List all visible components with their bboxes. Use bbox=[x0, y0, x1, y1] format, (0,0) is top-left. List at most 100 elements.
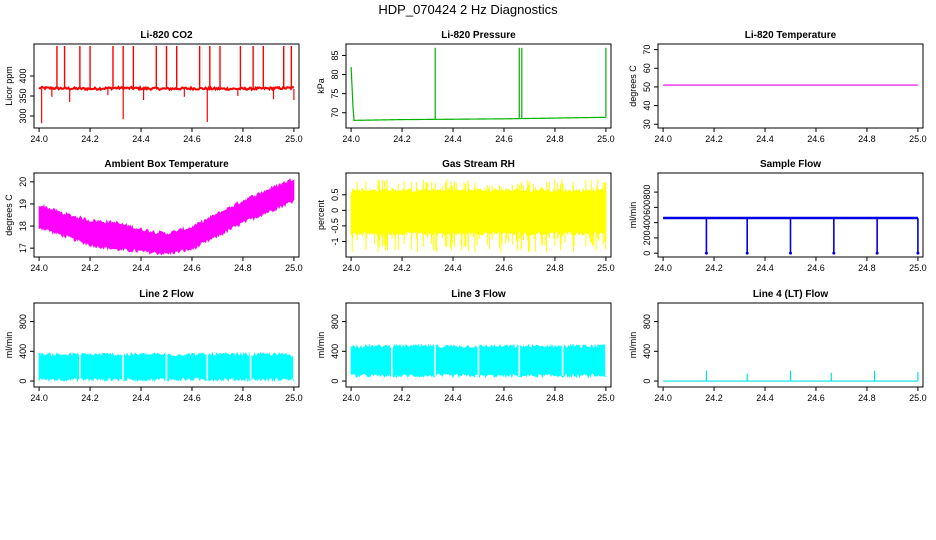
plot-frame bbox=[345, 43, 612, 129]
plot-frame bbox=[33, 302, 300, 388]
x-tick-label: 24.6 bbox=[495, 393, 513, 403]
x-tick-label: 24.4 bbox=[444, 393, 462, 403]
x-tick-label: 24.0 bbox=[342, 263, 360, 273]
panel-title: Line 2 Flow bbox=[139, 289, 194, 300]
x-tick-label: 24.4 bbox=[132, 393, 150, 403]
x-tick-label: 24.0 bbox=[30, 393, 48, 403]
y-tick-label: 20 bbox=[18, 177, 28, 187]
y-tick-label: 75 bbox=[330, 89, 340, 99]
x-tick-label: 25.0 bbox=[597, 134, 615, 144]
x-tick-label: 24.6 bbox=[807, 134, 825, 144]
plot-frame bbox=[657, 302, 924, 388]
y-axis-label: ml/min bbox=[628, 202, 638, 229]
x-tick-label: 24.4 bbox=[444, 134, 462, 144]
x-tick-label: 25.0 bbox=[285, 263, 303, 273]
y-tick-label: 0 bbox=[330, 208, 340, 213]
x-tick-label: 24.8 bbox=[546, 134, 564, 144]
panel-title: Li-820 Temperature bbox=[745, 30, 837, 41]
y-tick-label: 85 bbox=[330, 50, 340, 60]
x-tick-label: 24.8 bbox=[234, 393, 252, 403]
x-tick-label: 24.6 bbox=[495, 263, 513, 273]
panel-title: Line 4 (LT) Flow bbox=[753, 289, 829, 300]
x-tick-label: 25.0 bbox=[285, 393, 303, 403]
x-tick-label: 24.0 bbox=[30, 263, 48, 273]
x-tick-label: 24.8 bbox=[858, 134, 876, 144]
series-point bbox=[916, 251, 920, 255]
series-band bbox=[350, 187, 607, 237]
series-point bbox=[789, 251, 792, 255]
y-axis-label: ml/min bbox=[316, 332, 326, 359]
y-tick-label: 400 bbox=[642, 215, 652, 230]
y-tick-label: 80 bbox=[330, 70, 340, 80]
panel-9: Line 4 (LT) Flow ml/min 24.0 24.2 24.4 24.6 24… bbox=[628, 289, 927, 403]
x-tick-label: 24.4 bbox=[756, 263, 774, 273]
y-tick-label: 0.5 bbox=[330, 189, 340, 202]
x-tick-label: 24.6 bbox=[807, 263, 825, 273]
y-tick-label: 600 bbox=[642, 200, 652, 215]
panel-title: Li-820 CO2 bbox=[140, 30, 193, 41]
y-axis-label: ml/min bbox=[4, 332, 14, 359]
x-tick-label: 25.0 bbox=[909, 134, 927, 144]
panel-6: Sample Flow ml/min 24.0 24.2 24.4 24.6 24.8 25.… bbox=[628, 159, 927, 273]
y-tick-label: 19 bbox=[18, 199, 28, 209]
y-tick-label: 800 bbox=[642, 314, 652, 329]
x-tick-label: 24.0 bbox=[654, 393, 672, 403]
x-tick-label: 25.0 bbox=[909, 263, 927, 273]
x-tick-label: 24.4 bbox=[132, 134, 150, 144]
series-point bbox=[704, 251, 708, 255]
y-tick-label: 0 bbox=[18, 379, 28, 384]
y-tick-label: 200 bbox=[642, 230, 652, 245]
plot-frame bbox=[657, 43, 924, 129]
y-tick-label: 800 bbox=[18, 314, 28, 329]
panel-title: Ambient Box Temperature bbox=[104, 159, 229, 170]
panel-4: Ambient Box Temperature degrees C 24.0 24.2… bbox=[4, 159, 303, 273]
plot-frame bbox=[345, 172, 612, 258]
x-tick-label: 24.4 bbox=[444, 263, 462, 273]
series-point bbox=[745, 251, 749, 255]
x-tick-label: 24.0 bbox=[342, 393, 360, 403]
plot-frame bbox=[657, 172, 924, 258]
y-tick-label: 60 bbox=[642, 63, 652, 73]
y-tick-label: 50 bbox=[642, 82, 652, 92]
y-tick-label: 40 bbox=[642, 101, 652, 111]
y-axis-label: kPa bbox=[316, 78, 326, 94]
x-tick-label: 25.0 bbox=[597, 263, 615, 273]
x-tick-label: 24.8 bbox=[546, 393, 564, 403]
x-tick-label: 24.6 bbox=[495, 134, 513, 144]
x-tick-label: 24.2 bbox=[705, 263, 723, 273]
x-tick-label: 24.6 bbox=[183, 134, 201, 144]
panel-title: Sample Flow bbox=[760, 159, 821, 170]
series-point bbox=[832, 251, 836, 255]
y-axis-label: Licor ppm bbox=[4, 66, 14, 106]
y-tick-label: 800 bbox=[330, 314, 340, 329]
x-tick-label: 24.2 bbox=[705, 393, 723, 403]
y-tick-label: 0 bbox=[642, 251, 652, 256]
panel-1: Li-820 CO2 Licor ppm 24.0 24.2 24.4 24.6 24.8 2… bbox=[4, 30, 303, 144]
x-tick-label: 24.8 bbox=[546, 263, 564, 273]
plot-frame bbox=[33, 43, 300, 129]
y-tick-label: 0 bbox=[642, 379, 652, 384]
x-tick-label: 24.0 bbox=[30, 134, 48, 144]
panel-title: Gas Stream RH bbox=[442, 159, 515, 170]
x-tick-label: 24.2 bbox=[81, 393, 99, 403]
panel-5: Gas Stream RH percent 24.0 24.2 24.4 24.6 24.8… bbox=[316, 159, 615, 273]
y-tick-label: 300 bbox=[18, 108, 28, 123]
x-tick-label: 24.4 bbox=[756, 134, 774, 144]
y-tick-label: 70 bbox=[330, 108, 340, 118]
x-tick-label: 25.0 bbox=[909, 393, 927, 403]
y-tick-label: 400 bbox=[18, 344, 28, 359]
x-tick-label: 25.0 bbox=[285, 134, 303, 144]
x-tick-label: 24.6 bbox=[183, 393, 201, 403]
y-axis-label: degrees C bbox=[4, 194, 14, 236]
y-tick-label: 30 bbox=[642, 119, 652, 129]
y-tick-label: 18 bbox=[18, 221, 28, 231]
y-tick-label: 400 bbox=[330, 344, 340, 359]
x-tick-label: 24.8 bbox=[234, 263, 252, 273]
y-axis-label: percent bbox=[316, 199, 326, 230]
x-tick-label: 24.0 bbox=[654, 134, 672, 144]
x-tick-label: 24.4 bbox=[756, 393, 774, 403]
y-tick-label: 17 bbox=[18, 243, 28, 253]
y-tick-label: 400 bbox=[18, 68, 28, 83]
